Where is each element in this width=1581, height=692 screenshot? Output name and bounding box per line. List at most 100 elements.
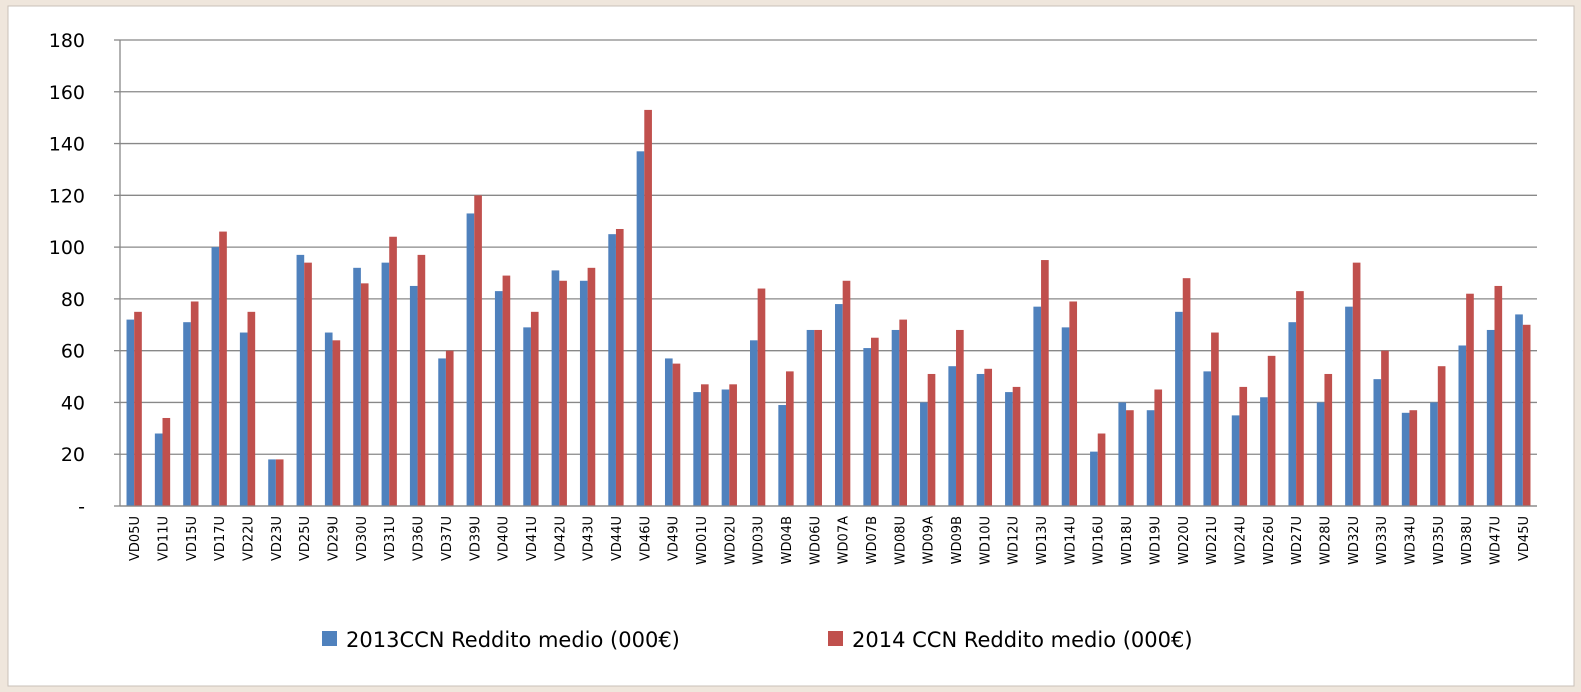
x-tick-label: WD02U bbox=[723, 516, 738, 565]
bar bbox=[948, 366, 957, 506]
bar bbox=[1182, 278, 1191, 506]
bar bbox=[664, 358, 673, 506]
x-tick-label: VD39U bbox=[468, 516, 483, 561]
bar bbox=[1316, 402, 1325, 506]
x-tick-label: WD24U bbox=[1233, 516, 1248, 565]
y-tick-label: 160 bbox=[49, 82, 85, 104]
bar bbox=[211, 247, 220, 506]
bar bbox=[672, 363, 681, 506]
x-tick-label: WD35U bbox=[1432, 516, 1447, 565]
bar bbox=[891, 329, 900, 506]
bar bbox=[1267, 355, 1276, 506]
y-tick-label: 120 bbox=[49, 185, 85, 207]
bar bbox=[1401, 412, 1410, 506]
y-tick-label: 80 bbox=[61, 289, 85, 311]
bar bbox=[976, 373, 985, 506]
x-tick-label: VD31U bbox=[383, 516, 398, 561]
x-tick-label: VD45U bbox=[1517, 516, 1532, 561]
legend-swatch bbox=[828, 631, 843, 646]
bar bbox=[268, 459, 276, 506]
bar bbox=[353, 267, 361, 506]
x-tick-label: WD08U bbox=[893, 516, 908, 565]
bar bbox=[551, 270, 560, 506]
x-tick-label: VD42U bbox=[553, 516, 568, 561]
bar bbox=[615, 228, 624, 506]
x-tick-label: WD34U bbox=[1403, 516, 1418, 565]
bar bbox=[183, 322, 191, 506]
bar bbox=[899, 319, 908, 506]
x-tick-label: WD06U bbox=[808, 516, 823, 565]
bar bbox=[1437, 366, 1446, 506]
bar bbox=[1494, 285, 1503, 506]
bar bbox=[1345, 306, 1353, 506]
bar bbox=[785, 371, 794, 506]
x-tick-label: WD18U bbox=[1120, 516, 1135, 565]
bar bbox=[693, 392, 701, 506]
bar bbox=[275, 459, 284, 506]
bar bbox=[296, 254, 305, 506]
y-tick-label: 40 bbox=[61, 392, 85, 414]
bar bbox=[381, 262, 390, 506]
x-tick-label: VD29U bbox=[327, 516, 342, 561]
x-tick-label: WD10U bbox=[978, 516, 993, 565]
x-tick-label: VD37U bbox=[440, 516, 455, 561]
x-tick-label: WD07B bbox=[865, 516, 880, 564]
bar bbox=[1211, 332, 1219, 506]
y-tick-label: 140 bbox=[49, 134, 85, 156]
bar bbox=[835, 304, 843, 506]
x-tick-label: WD03U bbox=[752, 516, 767, 565]
bar bbox=[729, 384, 737, 506]
bar bbox=[1154, 389, 1163, 506]
bar bbox=[304, 262, 312, 506]
bar bbox=[190, 301, 199, 506]
x-tick-label: WD01U bbox=[695, 516, 710, 565]
bar bbox=[608, 234, 616, 506]
bar bbox=[1146, 410, 1155, 506]
bar bbox=[927, 373, 936, 506]
x-tick-label: VD05U bbox=[128, 516, 143, 561]
x-tick-label: WD19U bbox=[1148, 516, 1163, 565]
x-tick-label: VD23U bbox=[270, 516, 285, 561]
bar bbox=[1430, 402, 1438, 506]
bar bbox=[360, 283, 369, 506]
x-tick-label: VD49U bbox=[667, 516, 682, 561]
bar bbox=[162, 417, 171, 506]
bar bbox=[154, 433, 163, 506]
bar bbox=[474, 195, 482, 507]
bar bbox=[1041, 260, 1049, 506]
bar bbox=[1118, 402, 1127, 506]
bar bbox=[920, 402, 928, 506]
bar bbox=[863, 348, 872, 506]
bar bbox=[1203, 371, 1212, 506]
x-tick-label: VD22U bbox=[242, 516, 257, 561]
x-tick-label: WD47U bbox=[1488, 516, 1503, 565]
bar bbox=[559, 280, 567, 506]
x-tick-label: VD40U bbox=[497, 516, 512, 561]
bar bbox=[871, 337, 879, 506]
bar bbox=[1061, 327, 1070, 506]
bar bbox=[324, 332, 333, 506]
x-tick-label: VD43U bbox=[582, 516, 597, 561]
x-tick-label: WD21U bbox=[1205, 516, 1220, 565]
x-tick-label: WD07A bbox=[837, 516, 852, 564]
bar bbox=[636, 151, 645, 507]
bar bbox=[1324, 373, 1333, 506]
x-tick-label: VD15U bbox=[185, 516, 200, 561]
x-tick-label: VD46U bbox=[638, 516, 653, 561]
x-tick-label: WD33U bbox=[1375, 516, 1390, 565]
bar bbox=[587, 267, 596, 506]
bar bbox=[1069, 301, 1078, 506]
x-tick-label: WD38U bbox=[1460, 516, 1475, 565]
legend-label: 2014 CCN Reddito medio (000€) bbox=[852, 628, 1193, 652]
bar bbox=[1097, 433, 1106, 506]
bar bbox=[1515, 314, 1523, 506]
x-tick-label: WD12U bbox=[1007, 516, 1022, 565]
bar bbox=[778, 405, 786, 506]
x-tick-label: WD32U bbox=[1347, 516, 1362, 565]
x-tick-label: WD14U bbox=[1063, 516, 1078, 565]
legend-swatch bbox=[322, 631, 337, 646]
bar bbox=[1239, 386, 1248, 506]
bar bbox=[502, 275, 511, 506]
